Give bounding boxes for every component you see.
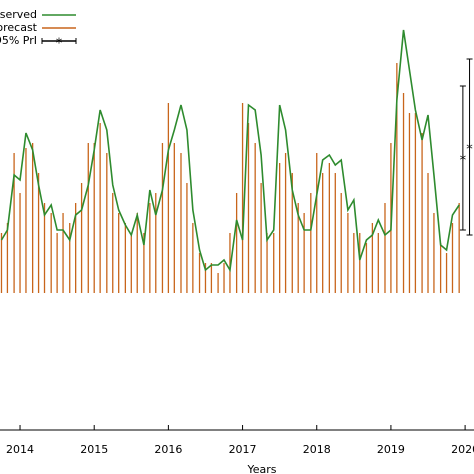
interval-marker: *: [466, 143, 473, 158]
x-tick-label: 2015: [80, 443, 108, 456]
x-tick-label: 2016: [154, 443, 182, 456]
legend-marker: *: [56, 37, 63, 52]
observed-line: [0, 29, 460, 273]
legend-label: Observed: [0, 8, 37, 21]
x-tick-label: 2019: [377, 443, 405, 456]
x-axis-label: Years: [246, 463, 276, 474]
x-tick-label: 2017: [229, 443, 257, 456]
interval-marker: *: [460, 154, 467, 169]
x-tick-label: 2020: [451, 443, 474, 456]
legend-label: Forecast: [0, 21, 38, 34]
x-tick-label: 2014: [6, 443, 34, 456]
x-tick-label: 2018: [303, 443, 331, 456]
legend-label: 95% PrI: [0, 34, 37, 47]
